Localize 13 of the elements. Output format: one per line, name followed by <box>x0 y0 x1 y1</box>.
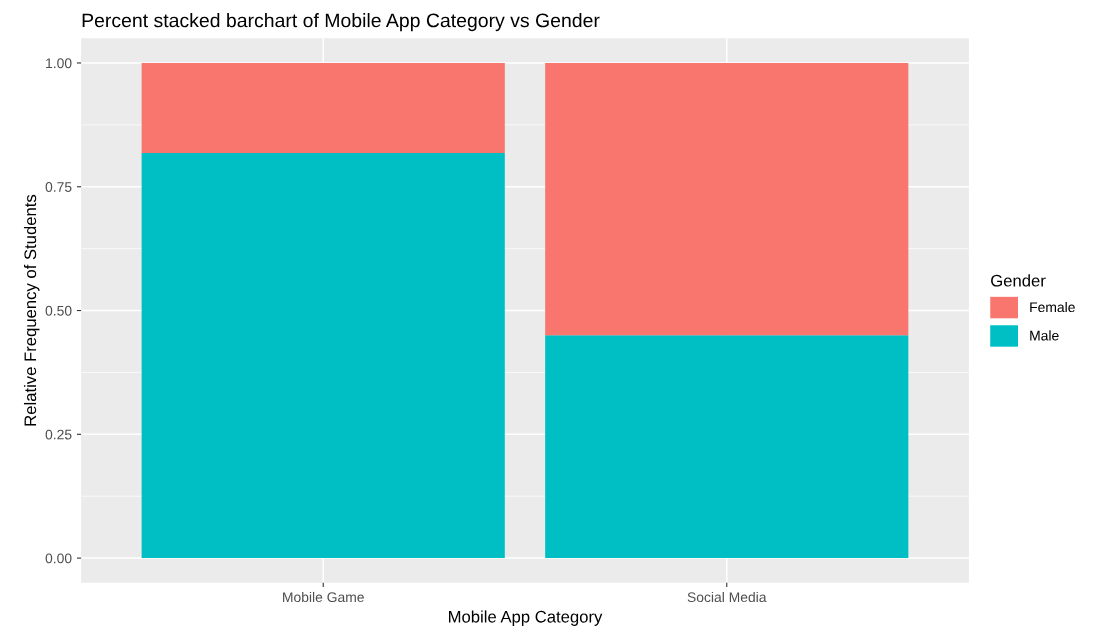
legend-title: Gender <box>991 274 1046 287</box>
y-tick-label: 1.00 <box>46 58 72 69</box>
y-tick-label: 0.00 <box>45 553 72 564</box>
y-tick-label: 0.25 <box>45 429 72 440</box>
y-tick-label: 0.50 <box>45 305 72 316</box>
legend-label: Female <box>1030 301 1075 313</box>
x-tick-label: Social Media <box>687 591 767 603</box>
x-tick-label: Mobile Game <box>283 591 364 603</box>
chart-title: Percent stacked barchart of Mobile App Category vs Gender <box>82 13 600 32</box>
y-tick-label: 0.75 <box>45 182 72 192</box>
x-axis-title: Mobile App Category <box>448 610 603 626</box>
legend-label: Male <box>1030 330 1059 341</box>
y-axis-title: Relative Frequency of Students <box>23 194 40 426</box>
